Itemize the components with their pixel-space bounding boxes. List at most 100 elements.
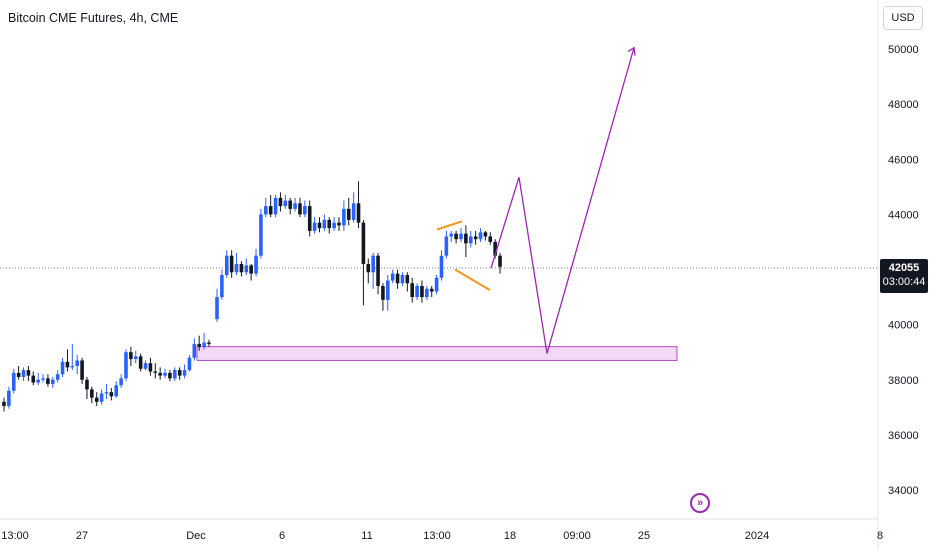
candle-body	[283, 200, 288, 207]
candle-body	[36, 379, 40, 383]
candle-body	[322, 219, 327, 229]
candle-body	[207, 342, 211, 344]
candle-body	[234, 263, 239, 273]
candle-body	[273, 197, 278, 215]
candle-body	[405, 275, 410, 284]
candle-body	[376, 255, 380, 287]
candle-body	[215, 297, 219, 320]
candle-body	[361, 222, 366, 264]
candle-body	[202, 342, 206, 347]
candle-body	[46, 378, 50, 384]
candle-body	[124, 352, 128, 379]
candle-body	[7, 390, 11, 406]
candle-body	[182, 370, 187, 376]
y-tick-label: 48000	[888, 99, 919, 111]
candle-body	[493, 241, 497, 256]
candle-body	[41, 378, 45, 380]
candle-body	[2, 401, 6, 406]
candle-body	[356, 203, 361, 223]
candle-body	[109, 392, 114, 397]
projection-arrowhead	[627, 46, 636, 56]
candle-body	[327, 219, 332, 229]
bar-countdown: 03:00:44	[882, 276, 926, 288]
candle-body	[459, 233, 463, 240]
candle-body	[444, 236, 449, 256]
candle-body	[498, 255, 502, 267]
candle-body	[342, 208, 346, 226]
x-tick-label: 27	[76, 530, 88, 542]
candle-body	[158, 372, 162, 376]
candle-body	[138, 356, 143, 369]
candle-body	[168, 372, 172, 379]
candle-body	[390, 273, 395, 281]
candle-body	[65, 361, 70, 368]
candle-body	[90, 389, 94, 398]
candle-body	[478, 232, 483, 240]
candle-body	[264, 206, 268, 215]
candle-body	[303, 206, 307, 215]
x-tick-label: 6	[279, 530, 285, 542]
candle-body	[410, 283, 414, 298]
candle-body	[425, 288, 429, 298]
candle-body	[60, 361, 65, 375]
candle-body	[381, 286, 385, 300]
candle-body	[268, 206, 273, 215]
x-tick-label: Dec	[186, 530, 206, 542]
candle-body	[400, 275, 405, 284]
candle-body	[163, 372, 167, 376]
candle-body	[55, 374, 60, 380]
currency-button[interactable]: USD	[883, 6, 923, 30]
candle-body	[278, 197, 283, 207]
candle-body	[244, 265, 249, 273]
candle-body	[133, 356, 138, 360]
candle-body	[143, 363, 148, 369]
candle-body	[85, 379, 89, 390]
candle-body	[99, 393, 104, 402]
candle-body	[31, 375, 36, 383]
candle-body	[254, 255, 258, 274]
y-tick-label: 40000	[888, 320, 919, 332]
candle-body	[307, 206, 312, 231]
candle-body	[94, 397, 99, 402]
candle-body	[415, 286, 419, 298]
candle-body	[464, 233, 468, 244]
candle-body	[337, 222, 341, 226]
demand-zone	[196, 346, 678, 361]
candle-body	[386, 280, 390, 300]
x-tick-label: 09:00	[563, 530, 591, 542]
candle-body	[75, 360, 79, 366]
candle-body	[187, 357, 192, 371]
candle-body	[114, 385, 119, 397]
candle-body	[177, 370, 182, 376]
candle-body	[192, 343, 197, 358]
candle-body	[449, 233, 454, 237]
candle-body	[220, 275, 224, 298]
candle-body	[70, 365, 75, 368]
candle-body	[259, 214, 263, 256]
candle-body	[298, 203, 302, 215]
candle-body	[429, 288, 434, 292]
candle-body	[420, 286, 424, 298]
last-price-value: 42055	[888, 262, 920, 274]
candle-body	[16, 372, 21, 377]
candle-body	[51, 379, 55, 384]
candle-body	[371, 255, 375, 273]
candle-body	[483, 232, 488, 237]
candle-body	[468, 236, 473, 244]
y-tick-label: 46000	[888, 154, 919, 166]
candle-body	[293, 203, 297, 209]
x-tick-label: 8	[877, 530, 883, 542]
candle-body	[473, 236, 478, 240]
x-tick-label: 18	[504, 530, 516, 542]
double-chevron-right-icon[interactable]: »	[690, 493, 710, 513]
x-tick-label: 11	[361, 530, 372, 542]
candle-body	[229, 255, 234, 273]
candle-body	[21, 370, 26, 377]
wedge-lower-line	[454, 268, 491, 292]
candle-body	[317, 222, 322, 229]
candle-body	[366, 263, 371, 273]
candle-body	[80, 360, 84, 380]
projection-path	[490, 47, 635, 354]
candle-body	[173, 370, 177, 379]
